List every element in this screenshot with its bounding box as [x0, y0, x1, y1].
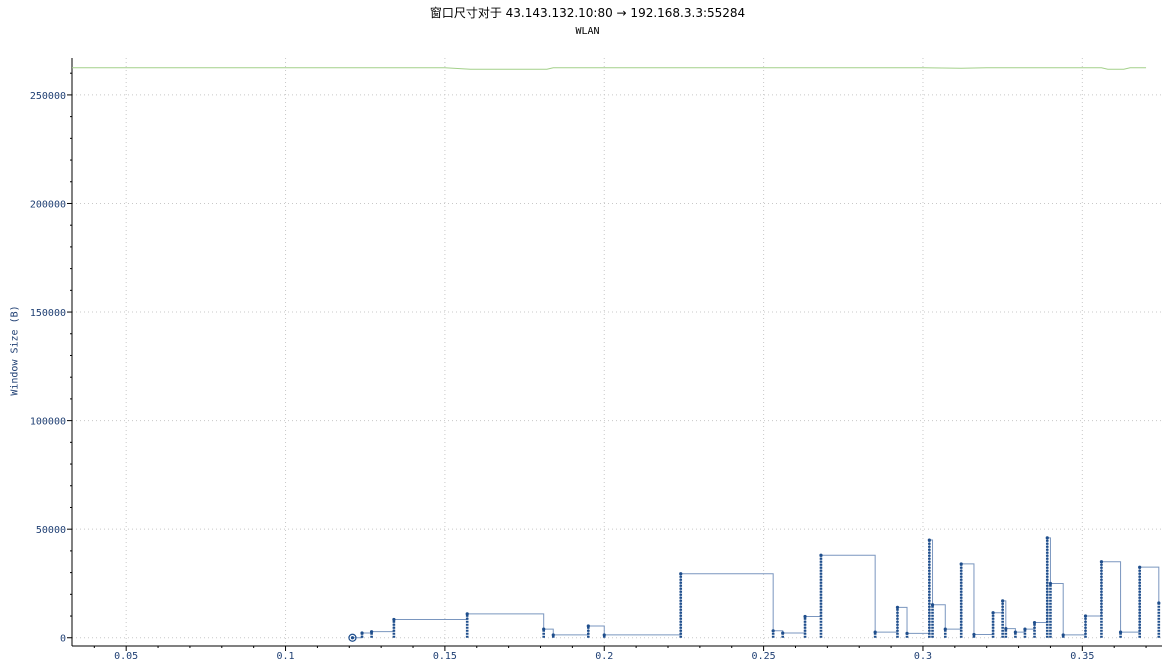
- window-size-point: [1032, 620, 1037, 625]
- x-tick-label: 0.05: [114, 651, 138, 659]
- window-size-point: [551, 633, 555, 637]
- y-tick-label: 150000: [30, 308, 66, 319]
- window-size-point: [930, 603, 935, 607]
- x-tick-label: 0.25: [752, 651, 776, 659]
- window-size-point: [586, 624, 590, 628]
- window-size-point: [1023, 627, 1027, 631]
- x-tick-label: 0.35: [1070, 651, 1094, 659]
- window-size-point: [927, 538, 931, 542]
- x-tick-label: 0.15: [433, 651, 457, 659]
- window-size-point: [943, 627, 947, 631]
- window-size-point: [1118, 630, 1123, 634]
- window-size-point: [465, 612, 469, 616]
- window-size-point: [1099, 560, 1104, 564]
- window-size-point: [873, 630, 877, 634]
- window-size-point: [542, 627, 546, 631]
- window-size-point: [1045, 536, 1049, 540]
- start-marker: [348, 633, 357, 642]
- window-size-point: [959, 562, 963, 566]
- x-tick-label: 0.2: [595, 651, 613, 659]
- window-size-point: [679, 572, 683, 576]
- window-size-point: [602, 633, 606, 637]
- y-tick-label: 100000: [30, 417, 66, 428]
- y-tick-label: 50000: [36, 525, 66, 536]
- window-size-point: [1061, 633, 1065, 637]
- window-size-point: [360, 631, 364, 635]
- window-size-series: [352, 537, 1160, 639]
- window-size-point: [1157, 601, 1161, 605]
- window-size-point: [1013, 630, 1017, 634]
- x-tick-label: 0.1: [277, 651, 295, 659]
- chart-title: 窗口尺寸对于 43.143.132.10:80 → 192.168.3.3:55…: [429, 6, 746, 20]
- window-size-point: [1138, 565, 1142, 569]
- window-size-point: [905, 631, 909, 636]
- window-size-point: [991, 611, 995, 615]
- start-marker-dot: [351, 636, 354, 639]
- window-size-point: [803, 614, 807, 619]
- y-tick-label: 250000: [30, 91, 66, 102]
- window-size-point: [392, 617, 396, 622]
- receive-window-series: [72, 67, 1147, 70]
- window-size-point: [1004, 627, 1008, 631]
- window-size-point: [1083, 614, 1088, 618]
- window-size-point: [369, 630, 374, 634]
- window-size-point: [781, 631, 785, 635]
- window-size-point: [972, 632, 976, 637]
- window-size-point: [1048, 581, 1053, 586]
- y-tick-label: 0: [60, 634, 66, 645]
- chart-subtitle: WLAN: [575, 26, 600, 37]
- window-size-point: [1001, 599, 1005, 603]
- y-tick-label: 200000: [30, 199, 66, 210]
- window-size-point: [819, 553, 823, 557]
- window-size-point: [771, 629, 775, 633]
- window-size-point: [895, 605, 900, 609]
- x-tick-label: 0.3: [914, 651, 932, 659]
